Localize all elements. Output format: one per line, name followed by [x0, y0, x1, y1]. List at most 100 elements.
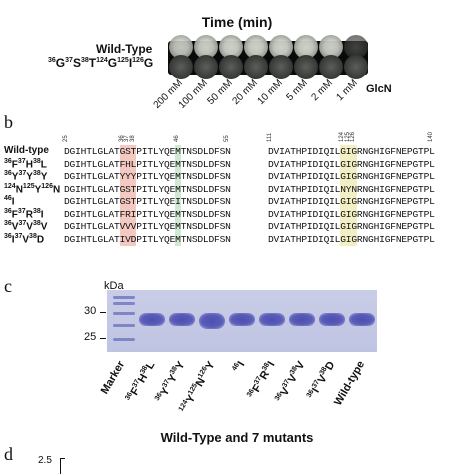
highlight-124-126: [340, 145, 357, 246]
label-text: L: [40, 158, 47, 170]
label-text: I: [11, 233, 15, 245]
sequence-segment-1: DGIHTLGLATYYYPITLYQEMTNSDLDFSN: [64, 171, 231, 182]
protein-band: [289, 313, 315, 326]
position-number: 126: [350, 131, 357, 142]
label-text: N: [52, 183, 61, 195]
y-axis-tick-label: 2.5: [38, 455, 52, 466]
label-text: Y: [40, 171, 48, 183]
sequence-segment-1: DGIHTLGLATGSTPITLYQEMTNSDLDFSN: [64, 146, 231, 157]
sequence-name: Wild-type: [4, 145, 49, 156]
highlight-36-38: [119, 145, 137, 246]
sequence-segment-2: DVIATHPIDIQILGIGRNGHIGFNEPGTPL: [268, 221, 435, 232]
residue-letter: G: [143, 56, 154, 70]
label-text: I: [11, 196, 15, 208]
highlight-46: [175, 145, 181, 246]
marker-band: [113, 312, 135, 315]
marker-30-label: 30: [84, 305, 97, 317]
wild-type-row-label: Wild-Type: [96, 42, 153, 56]
superscript-number: 46: [4, 195, 12, 202]
residue-number: 126: [132, 57, 144, 64]
marker-band: [113, 338, 135, 341]
label-text: Wild-type: [332, 359, 368, 408]
well-mutant: [243, 55, 268, 79]
protein-band: [319, 313, 345, 326]
sequence-name: 124N125Y126N: [4, 183, 60, 195]
marker-band: [113, 324, 135, 327]
label-text: I: [40, 208, 44, 220]
protein-band: [229, 313, 255, 326]
label-text: Y: [11, 171, 19, 183]
residue-letter: G: [107, 56, 118, 70]
label-text: V: [11, 221, 19, 233]
marker-band: [113, 302, 135, 305]
protein-band: [139, 313, 165, 326]
label-text: D: [36, 233, 45, 245]
position-number: 140: [427, 131, 434, 142]
sequence-segment-2: DVIATHPIDIQILGIGRNGHIGFNEPGTPL: [268, 158, 435, 170]
marker-band: [113, 296, 135, 299]
sequence-segment-1: DGIHTLGLATGSTPITLYQEITNSDLDFSN: [64, 196, 231, 207]
sequence-segment-2: DVIATHPIDIQILGIGRNGHIGFNEPGTPL: [268, 171, 435, 182]
label-text: Y: [34, 183, 42, 195]
y-axis-line: [60, 458, 61, 474]
residue-letter: I: [128, 56, 133, 70]
protein-band: [259, 313, 285, 326]
panel-d-title: Wild-Type and 7 mutants: [160, 430, 314, 445]
residue-letter: S: [72, 56, 81, 70]
sds-page-gel: [107, 290, 377, 352]
protein-band: [199, 313, 225, 329]
panel-b-letter: b: [4, 112, 13, 132]
position-number: 25: [63, 135, 69, 142]
well-mutant: [343, 55, 368, 79]
marker-25-tick: [100, 338, 106, 339]
sequence-name: 46I: [4, 195, 15, 207]
agar-plate-image: [168, 35, 368, 79]
superscript-number: 36: [4, 220, 12, 227]
mutant-row-label: 36G37S38T124G125I126G: [48, 56, 153, 70]
marker-25-label: 25: [84, 331, 97, 343]
panel-c-letter: c: [4, 276, 12, 296]
residue-number: 38: [80, 57, 89, 64]
reagent-label: GlcN: [366, 83, 392, 95]
position-number: 46: [174, 135, 180, 142]
superscript-number: 36: [4, 232, 12, 240]
residue-number: 37: [65, 57, 73, 64]
superscript-number: 125: [22, 182, 35, 190]
sequence-name: 36I37V38D: [4, 233, 44, 245]
marker-30-tick: [100, 312, 106, 313]
time-title: Time (min): [201, 14, 273, 30]
well-mutant: [293, 55, 318, 79]
sequence-segment-2: DVIATHPIDIQILGIGRNGHIGFNEPGTPL: [268, 196, 435, 207]
sequence-name: 36Y37Y38Y: [4, 170, 47, 182]
residue-number: 124: [96, 57, 108, 64]
protein-band: [349, 313, 375, 326]
sequence-segment-1: DGIHTLGLATVVVPITLYQEMTNSDLDFSN: [64, 221, 231, 232]
kda-unit-label: kDa: [104, 280, 124, 292]
sequence-segment-1: DGIHTLGLATIVDPITLYQEMTNSDLDFSN: [64, 233, 231, 245]
protein-band: [169, 313, 195, 326]
superscript-number: 38: [29, 232, 37, 240]
sequence-segment-1: DGIHTLGLATGSTPITLYQEMTNSDLDFSN: [64, 183, 231, 195]
superscript-number: 37: [18, 170, 27, 177]
well-mutant: [318, 55, 343, 79]
label-text: N: [15, 183, 23, 195]
label-text: F: [11, 208, 18, 220]
sequence-name: 36F37H38L: [4, 158, 47, 170]
superscript-number: 37: [17, 207, 26, 215]
well-mutant: [268, 55, 293, 79]
superscript-number: 38: [32, 207, 41, 215]
sequence-segment-1: DGIHTLGLATFHLPITLYQEMTNSDLDFSN: [64, 158, 231, 170]
residue-number: 36: [48, 57, 56, 64]
label-text: Wild-type: [4, 145, 49, 156]
label-text: Marker: [98, 359, 128, 397]
sequence-name: 36F37R38I: [4, 208, 44, 220]
sequence-segment-2: DVIATHPIDIQILGIGRNGHIGFNEPGTPL: [268, 233, 435, 245]
well-mutant: [168, 55, 193, 79]
label-text: V: [26, 221, 33, 233]
superscript-number: 37: [14, 232, 23, 240]
label-text: H: [25, 158, 33, 170]
superscript-number: 126: [41, 182, 53, 190]
superscript-number: 36: [4, 207, 12, 215]
superscript-number: 37: [17, 157, 26, 165]
superscript-number: 36: [4, 170, 12, 177]
